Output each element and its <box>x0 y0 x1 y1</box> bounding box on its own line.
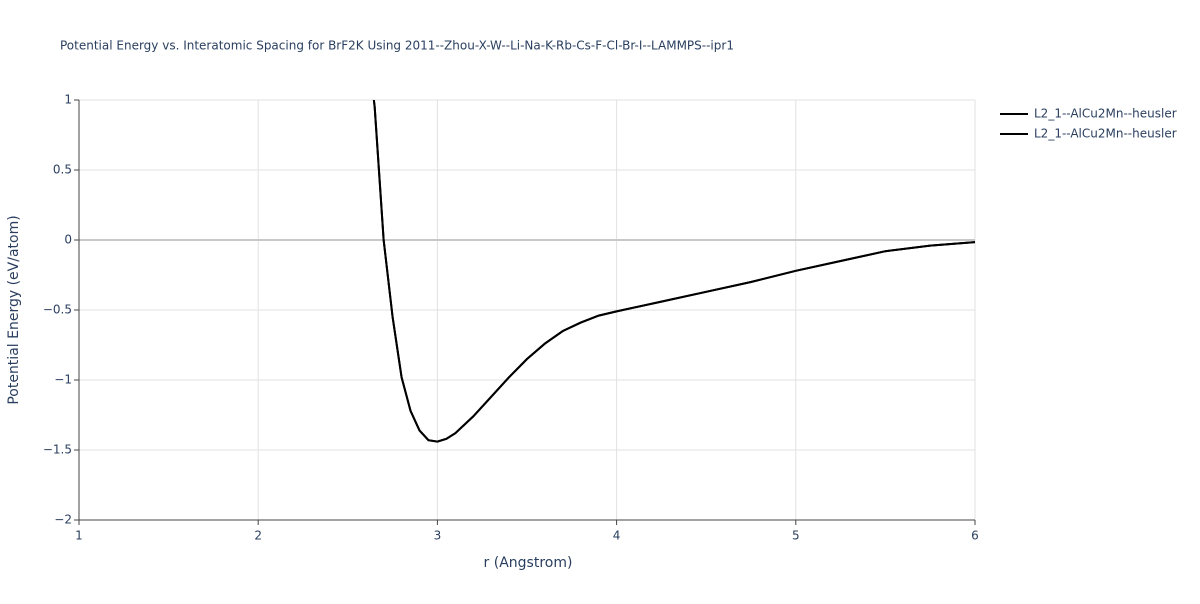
x-tick-label: 2 <box>254 529 262 543</box>
plot-area <box>372 100 975 443</box>
legend-label: L2_1--AlCu2Mn--heusler <box>1034 107 1177 121</box>
chart-title: Potential Energy vs. Interatomic Spacing… <box>60 39 734 53</box>
x-axis-label: r (Angstrom) <box>484 555 573 571</box>
x-tick-label: 1 <box>75 529 83 543</box>
series-line <box>372 100 975 443</box>
y-tick-label: −1.5 <box>43 443 72 457</box>
x-tick-label: 5 <box>792 529 800 543</box>
x-tick-label: 3 <box>434 529 442 543</box>
y-tick-label: −0.5 <box>43 303 72 317</box>
legend-label: L2_1--AlCu2Mn--heusler <box>1034 127 1177 141</box>
x-tick-label: 6 <box>971 529 979 543</box>
y-axis-label: Potential Energy (eV/atom) <box>6 215 22 404</box>
x-tick-label: 4 <box>613 529 621 543</box>
y-tick-label: −2 <box>54 513 72 527</box>
y-tick-label: 0 <box>64 233 72 247</box>
y-tick-label: 0.5 <box>53 163 72 177</box>
y-tick-label: 1 <box>64 93 72 107</box>
y-tick-label: −1 <box>54 373 72 387</box>
